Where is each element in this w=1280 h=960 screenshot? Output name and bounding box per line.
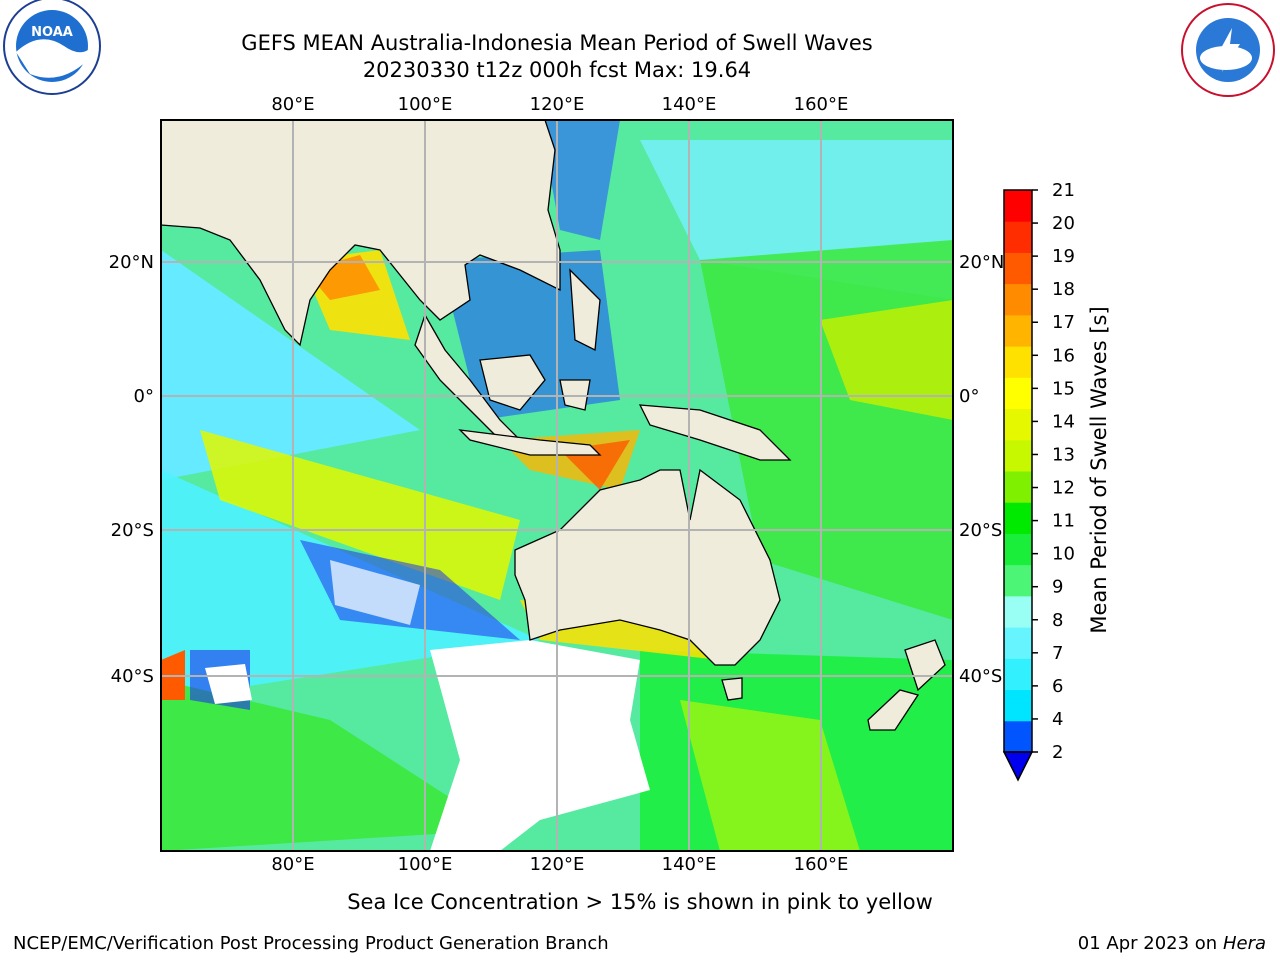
lat-label-right-0: 0° (959, 386, 979, 407)
lat-label-left-20s: 20°S (111, 520, 154, 541)
colorbar-swatch (1004, 314, 1032, 347)
chart-subtitle: 20230330 t12z 000h fcst Max: 19.64 (362, 58, 752, 82)
colorbar-swatch (1004, 720, 1032, 753)
colorbar-swatch (1004, 471, 1032, 503)
lon-label-top-100e: 100°E (398, 94, 453, 115)
swell-period-map (161, 120, 953, 851)
colorbar-tick-label: 6 (1052, 676, 1063, 697)
colorbar-tick-label: 10 (1052, 544, 1075, 565)
colorbar-swatch (1004, 533, 1032, 566)
lon-label-top-140e: 140°E (662, 94, 717, 115)
colorbar-tick-label: 13 (1052, 444, 1075, 465)
map-frame (160, 119, 954, 852)
colorbar-swatch (1004, 190, 1032, 222)
noaa-logo: NOAA (3, 0, 101, 95)
lon-label-top-120e: 120°E (530, 94, 585, 115)
lat-label-right-20s: 20°S (959, 520, 1002, 541)
map-figure: NOAA (3, 0, 1275, 875)
colorbar-swatch (1004, 346, 1032, 378)
lat-label-right-40s: 40°S (959, 666, 1002, 687)
colorbar-under-arrow (1002, 751, 1034, 782)
colorbar-tick-label: 8 (1052, 610, 1063, 631)
colorbar-swatch (1004, 564, 1032, 597)
lat-label-left-20n: 20°N (109, 252, 154, 273)
colorbar-swatch (1004, 658, 1032, 691)
colorbar-swatch (1004, 502, 1032, 534)
colorbar-swatch (1004, 377, 1032, 410)
colorbar-tick-label: 9 (1052, 577, 1063, 598)
lat-label-left-40s: 40°S (111, 666, 154, 687)
colorbar-swatch (1004, 252, 1032, 285)
colorbar-tick-label: 17 (1052, 312, 1075, 333)
colorbar-tick-label: 11 (1052, 511, 1075, 532)
credit-line: NCEP/EMC/Verification Post Processing Pr… (13, 933, 609, 954)
colorbar-swatch (1004, 408, 1032, 441)
lon-label-bottom-140e: 140°E (662, 854, 717, 875)
colorbar-tick-label: 2 (1052, 742, 1063, 763)
lon-label-bottom-80e: 80°E (271, 854, 314, 875)
sea-ice-note: Sea Ice Concentration > 15% is shown in … (347, 890, 933, 914)
lat-label-left-0: 0° (134, 386, 154, 407)
chart-title: GEFS MEAN Australia-Indonesia Mean Perio… (241, 31, 873, 55)
colorbar: 2 4 6 7 8 9 10 11 12 13 14 15 16 17 18 19 20 21 (1002, 180, 1075, 782)
colorbar-tick-label: 4 (1052, 709, 1063, 730)
colorbar-tick-label: 20 (1052, 213, 1075, 234)
lon-label-bottom-160e: 160°E (794, 854, 849, 875)
colorbar-swatch (1004, 283, 1032, 316)
colorbar-tick-label: 7 (1052, 643, 1063, 664)
run-date: 01 Apr 2023 on (1077, 933, 1218, 954)
svg-text:NOAA: NOAA (31, 25, 73, 40)
colorbar-frame (1003, 189, 1033, 753)
colorbar-tick-label: 15 (1052, 378, 1075, 399)
colorbar-tick-label: 16 (1052, 345, 1075, 366)
lon-label-top-80e: 80°E (271, 94, 314, 115)
lat-label-right-20n: 20°N (959, 252, 1004, 273)
date-line: 01 Apr 2023 on Hera (1078, 933, 1266, 954)
colorbar-tick-label: 21 (1052, 180, 1075, 201)
colorbar-swatch (1004, 627, 1032, 659)
colorbar-swatch (1004, 439, 1032, 472)
lon-label-bottom-100e: 100°E (398, 854, 453, 875)
colorbar-tick-label: 14 (1052, 411, 1075, 432)
colorbar-tick-label: 18 (1052, 279, 1075, 300)
colorbar-swatch (1004, 689, 1032, 722)
lon-label-top-160e: 160°E (794, 94, 849, 115)
lon-label-bottom-120e: 120°E (530, 854, 585, 875)
national-weather-service-logo (1181, 3, 1275, 97)
colorbar-tick-label: 12 (1052, 478, 1075, 499)
host-name: Hera (1222, 933, 1266, 954)
colorbar-swatch (1004, 595, 1032, 628)
colorbar-label: Mean Period of Swell Waves [s] (1087, 306, 1111, 633)
colorbar-tick-label: 19 (1052, 246, 1075, 267)
colorbar-swatch (1004, 221, 1032, 253)
